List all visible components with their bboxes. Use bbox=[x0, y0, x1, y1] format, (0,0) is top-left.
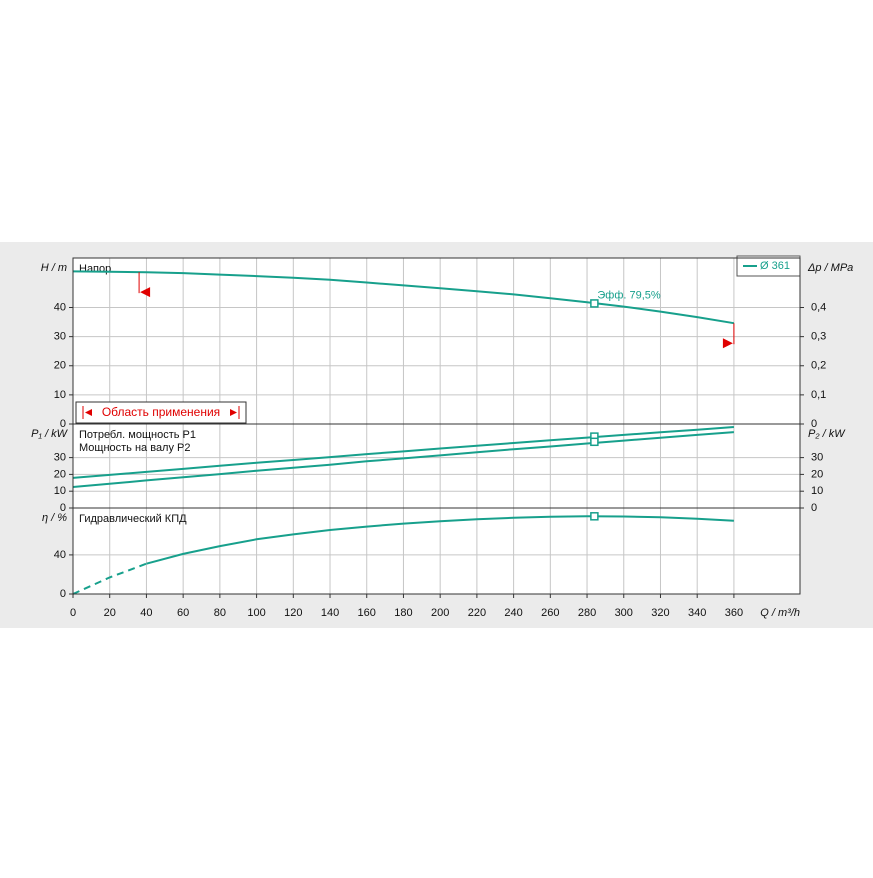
x-tick-label: 60 bbox=[177, 607, 189, 619]
range-label-arrow bbox=[85, 409, 92, 416]
x-tick-label: 340 bbox=[688, 607, 706, 619]
y-tick-label: 30 bbox=[54, 452, 66, 464]
line-series bbox=[72, 562, 147, 595]
operating-point bbox=[590, 512, 599, 521]
x-tick-label: 40 bbox=[140, 607, 152, 619]
x-tick-label: 200 bbox=[431, 607, 449, 619]
x-tick-label: 220 bbox=[468, 607, 486, 619]
y-tick-label: 30 bbox=[54, 331, 66, 343]
x-tick-label: 20 bbox=[104, 607, 116, 619]
x-tick-label: 160 bbox=[358, 607, 376, 619]
plot-area bbox=[73, 424, 800, 508]
y-tick-label: 10 bbox=[54, 389, 66, 401]
y-tick-label: 10 bbox=[54, 485, 66, 497]
x-tick-label: 100 bbox=[247, 607, 265, 619]
plot-area bbox=[73, 258, 800, 424]
x-tick-label: 0 bbox=[70, 607, 76, 619]
legend-label: Ø 361 bbox=[760, 260, 790, 272]
y2-axis-label: P₂ / kW bbox=[808, 428, 846, 440]
y-axis-label: H / m bbox=[41, 262, 67, 274]
y2-tick-label: 30 bbox=[811, 452, 823, 464]
y2-tick-label: 10 bbox=[811, 485, 823, 497]
panel-title: Напор bbox=[79, 263, 111, 275]
line-series bbox=[72, 431, 734, 488]
y-axis-label: η / % bbox=[42, 512, 67, 524]
panel-frame bbox=[72, 507, 801, 595]
y2-tick-label: 0 bbox=[811, 502, 817, 514]
y-tick-label: 40 bbox=[54, 549, 66, 561]
y-tick-label: 20 bbox=[54, 468, 66, 480]
range-label-box bbox=[75, 401, 247, 424]
operating-point bbox=[590, 437, 599, 447]
operating-point bbox=[590, 299, 599, 308]
y2-tick-label: 0,4 bbox=[811, 301, 826, 313]
y2-tick-label: 0,1 bbox=[811, 389, 826, 401]
y2-tick-label: 0,2 bbox=[811, 360, 826, 372]
x-tick-label: 360 bbox=[725, 607, 743, 619]
x-tick-label: 80 bbox=[214, 607, 226, 619]
x-axis-label: Q / m³/h bbox=[760, 607, 800, 619]
y-tick-label: 40 bbox=[54, 301, 66, 313]
y-tick-label: 0 bbox=[60, 418, 66, 430]
y-axis-label: P₁ / kW bbox=[31, 428, 68, 440]
range-label-arrow bbox=[230, 409, 237, 416]
x-tick-label: 140 bbox=[321, 607, 339, 619]
y-tick-label: 0 bbox=[60, 588, 66, 600]
y-tick-label: 20 bbox=[54, 360, 66, 372]
y2-axis-label: Δp / MPa bbox=[807, 262, 853, 274]
panel-title: Гидравлический КПД bbox=[79, 513, 187, 525]
line-series bbox=[146, 515, 734, 565]
y2-tick-label: 20 bbox=[811, 468, 823, 480]
x-tick-label: 240 bbox=[504, 607, 522, 619]
y2-tick-label: 0 bbox=[811, 418, 817, 430]
y2-tick-label: 0,3 bbox=[811, 331, 826, 343]
series-label: Потребл. мощность P1 bbox=[79, 429, 196, 441]
line-series bbox=[72, 426, 734, 479]
x-tick-label: 260 bbox=[541, 607, 559, 619]
range-label: Область применения bbox=[102, 405, 220, 419]
line-series bbox=[72, 270, 735, 325]
range-arrow bbox=[140, 287, 151, 298]
x-tick-label: 320 bbox=[651, 607, 669, 619]
series-label: Мощность на валу P2 bbox=[79, 442, 191, 454]
x-tick-label: 300 bbox=[615, 607, 633, 619]
x-tick-label: 180 bbox=[394, 607, 412, 619]
x-tick-label: 280 bbox=[578, 607, 596, 619]
annotation: Эфф. 79,5% bbox=[597, 289, 661, 301]
x-tick-label: 120 bbox=[284, 607, 302, 619]
y-tick-label: 0 bbox=[60, 502, 66, 514]
range-arrow bbox=[722, 338, 733, 349]
